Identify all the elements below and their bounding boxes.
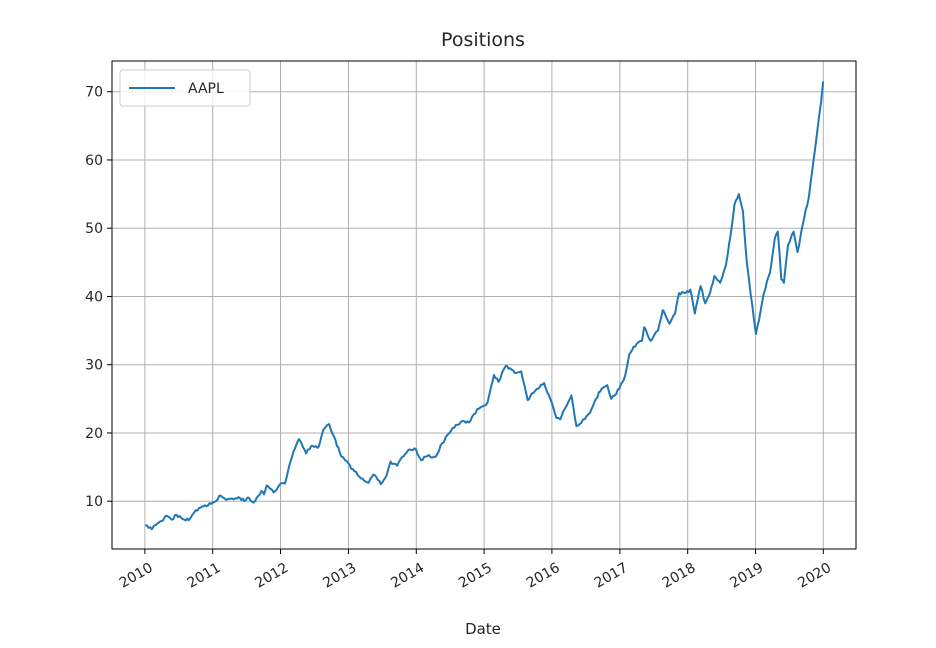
legend: AAPL: [119, 69, 251, 107]
x-axis-title: Date: [465, 620, 501, 638]
y-tick-label: 30: [85, 358, 103, 374]
x-tick-label: 2017: [592, 560, 631, 592]
x-tick-label: 2020: [795, 560, 834, 592]
y-axis: 10 20 30 40 50 60 70: [85, 85, 112, 510]
y-tick-label: 20: [85, 426, 103, 442]
legend-box: [119, 69, 251, 107]
y-tick-label: 50: [85, 221, 103, 237]
x-tick-label: 2019: [727, 560, 766, 592]
x-tick-label: 2010: [117, 560, 156, 592]
grid-lines: [112, 61, 856, 549]
x-tick-label: 2014: [388, 560, 427, 592]
x-tick-label: 2011: [185, 560, 224, 592]
y-tick-label: 60: [85, 153, 103, 169]
y-tick-label: 10: [85, 494, 103, 510]
y-tick-label: 70: [85, 85, 103, 101]
x-axis: 2010 2011 2012 2013 2014 2015 2016 2017 2018 2019…: [117, 549, 834, 592]
x-tick-label: 2012: [252, 560, 291, 592]
x-tick-label: 2016: [524, 560, 563, 592]
x-tick-label: 2015: [456, 560, 495, 592]
x-tick-label: 2013: [320, 560, 359, 592]
x-tick-label: 2018: [660, 560, 699, 592]
chart-title: Positions: [441, 29, 525, 51]
legend-label-aapl: AAPL: [188, 81, 224, 97]
series-line-aapl: [145, 81, 825, 531]
series-layer: [145, 81, 825, 531]
y-tick-label: 40: [85, 289, 103, 305]
